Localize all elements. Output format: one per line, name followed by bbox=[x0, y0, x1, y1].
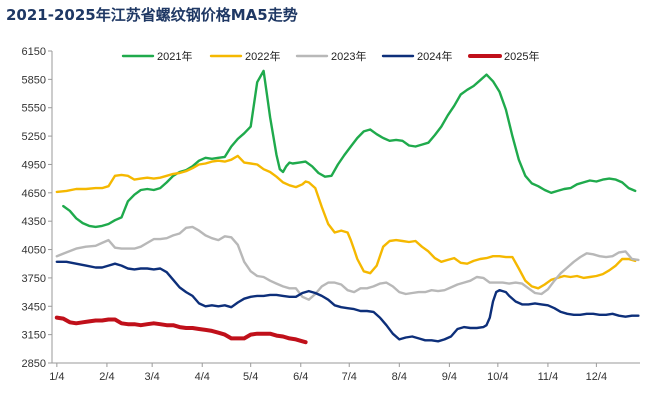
legend-label-5: 2025年 bbox=[504, 49, 539, 63]
x-tick-label: 7/4 bbox=[342, 371, 357, 383]
y-tick-label: 5550 bbox=[22, 103, 46, 115]
x-tick-label: 12/4 bbox=[586, 371, 607, 383]
y-tick-label: 3750 bbox=[22, 273, 46, 285]
legend: 2021年 2022年 2023年 2024年 2025年 bbox=[121, 49, 539, 63]
x-tick-label: 3/4 bbox=[145, 371, 160, 383]
y-tick-label: 4050 bbox=[22, 245, 46, 257]
series-layer bbox=[54, 69, 640, 345]
y-tick-label: 5850 bbox=[22, 74, 46, 86]
x-tick-label: 4/4 bbox=[195, 371, 210, 383]
chart-title: 2021-2025年江苏省螺纹钢价格MA5走势 bbox=[6, 6, 298, 24]
legend-label-2: 2022年 bbox=[245, 49, 280, 63]
series-line-2 bbox=[55, 154, 637, 290]
x-tick-label: 2/4 bbox=[99, 371, 114, 383]
x-tick-label: 6/4 bbox=[293, 371, 308, 383]
y-tick-label: 3150 bbox=[22, 330, 46, 342]
x-tick-label: 5/4 bbox=[243, 371, 258, 383]
y-tick-label: 4350 bbox=[22, 216, 46, 228]
series-line-1 bbox=[62, 69, 637, 229]
y-tick-label: 5250 bbox=[22, 131, 46, 143]
series-line-3 bbox=[55, 225, 640, 301]
legend-label-3: 2023年 bbox=[331, 49, 366, 63]
x-tick-label: 1/4 bbox=[49, 371, 64, 383]
x-tick-label: 10/4 bbox=[487, 371, 508, 383]
x-tick-label: 8/4 bbox=[392, 371, 407, 383]
axes: 2850 3150 3450 3750 4050 4350 4650 4950 5250 5550… bbox=[22, 46, 640, 383]
series-line-4 bbox=[55, 260, 640, 343]
legend-label-4: 2024年 bbox=[417, 49, 452, 63]
y-tick-label: 4950 bbox=[22, 159, 46, 171]
x-tick-label: 11/4 bbox=[538, 371, 559, 383]
x-tick-label: 9/4 bbox=[442, 371, 457, 383]
y-tick-label: 6150 bbox=[22, 46, 46, 58]
y-tick-label: 3450 bbox=[22, 301, 46, 313]
series-line-5 bbox=[54, 315, 308, 345]
y-tick-label: 2850 bbox=[22, 358, 46, 370]
y-tick-label: 4650 bbox=[22, 188, 46, 200]
legend-label-1: 2021年 bbox=[157, 49, 192, 63]
